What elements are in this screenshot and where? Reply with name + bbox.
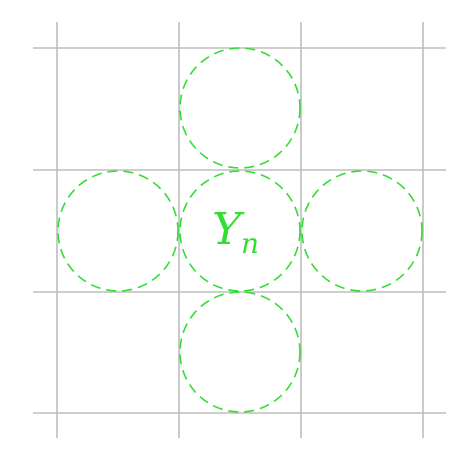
center-label-subscript: n — [241, 227, 259, 260]
neighborhood-circles — [57, 47, 423, 413]
neighbor-circle-top — [179, 47, 301, 169]
center-label-main: Y — [212, 204, 245, 255]
neighbor-circle-right — [301, 170, 423, 292]
neighbor-circle-bottom — [179, 291, 301, 413]
neighbor-circle-left — [57, 170, 179, 292]
neighbor-circle-center — [179, 170, 301, 292]
center-label: Yn — [212, 204, 259, 260]
